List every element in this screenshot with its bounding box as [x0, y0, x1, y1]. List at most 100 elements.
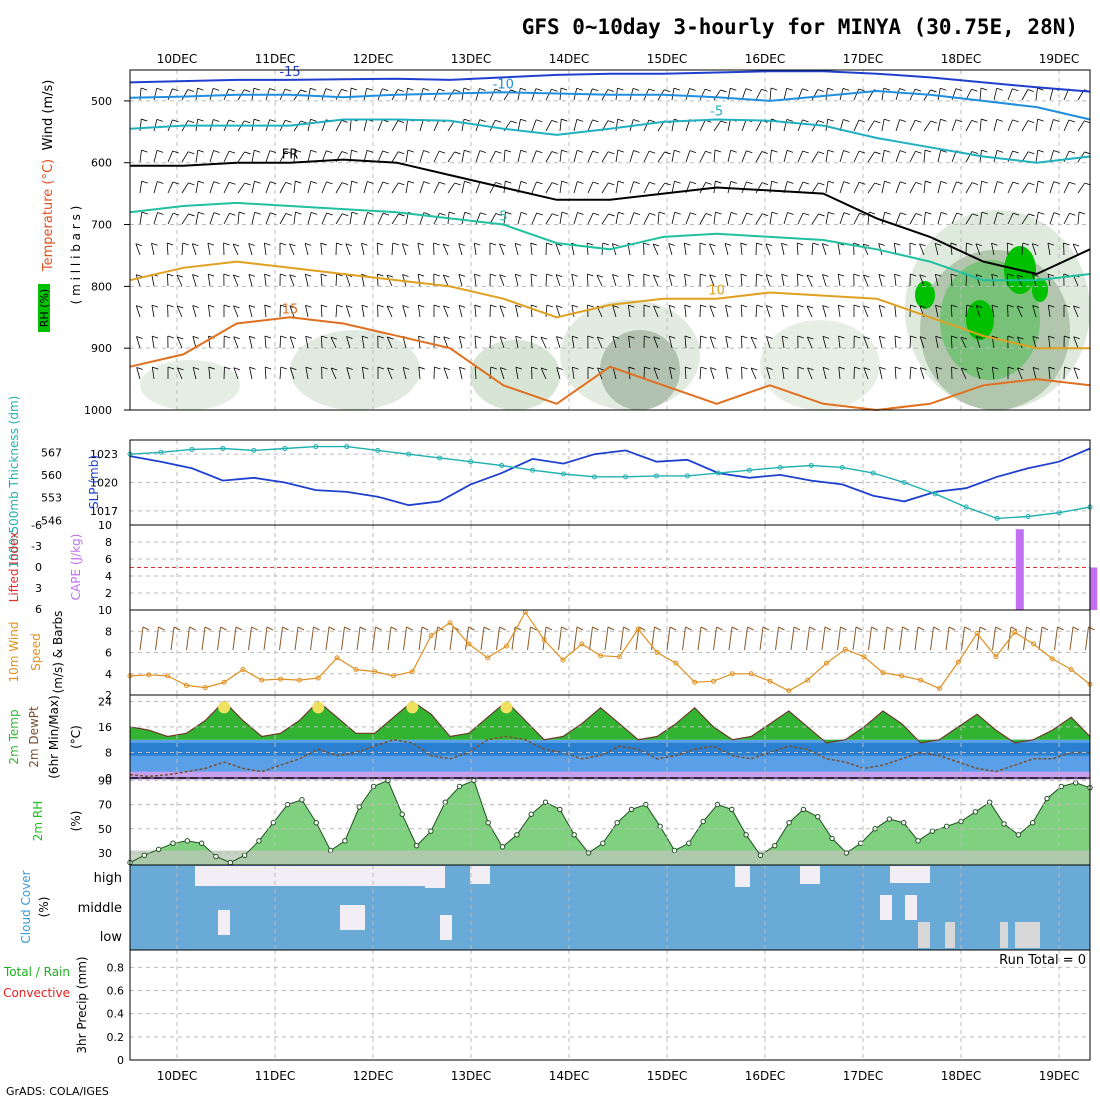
wind-barb: [1073, 367, 1081, 371]
wind-barb: [167, 150, 174, 163]
wind-barb: [783, 212, 788, 225]
wind-barb: [398, 151, 405, 155]
wind-barb: [223, 304, 231, 308]
rh-marker: [399, 811, 405, 817]
wind-barb: [951, 335, 958, 339]
wind-barb: [264, 304, 271, 308]
wind-barb: [935, 305, 939, 318]
wind-barb: [713, 150, 716, 163]
wind-barb: [825, 181, 829, 194]
wind-barb: [920, 367, 927, 370]
cape-axis-label: CAPE (J/kg): [69, 534, 83, 601]
wind-barb: [536, 150, 543, 154]
wind-barb-10m: [201, 626, 206, 651]
wind-barb: [597, 367, 604, 371]
wind-barb: [248, 274, 256, 277]
wind-barb: [996, 150, 1004, 153]
rh-shading: [140, 360, 240, 410]
wind-barb: [464, 180, 471, 184]
wind-barb: [458, 274, 463, 287]
wind-barb: [499, 274, 506, 278]
wind-barb-10m: [483, 626, 491, 631]
wind-barb: [1035, 150, 1039, 163]
wind-barb: [181, 243, 184, 256]
wind-barb: [479, 88, 486, 91]
wind-barb: [979, 181, 983, 194]
wind-barb: [546, 273, 553, 277]
wind-barb: [463, 118, 471, 122]
wind-barb: [536, 181, 543, 185]
wind-barb: [750, 336, 758, 340]
dewpoint-line: [129, 735, 1090, 778]
wind-barb: [535, 119, 543, 123]
cape-bar: [1015, 529, 1024, 610]
wind-barb: [935, 336, 939, 349]
wind-barb: [505, 211, 512, 215]
rh-marker: [213, 853, 219, 860]
wind-barb: [209, 88, 214, 101]
rh-marker: [557, 806, 563, 813]
wind-barb: [229, 181, 236, 185]
precip-tick-label: 0.4: [107, 1008, 125, 1021]
wind-barb: [503, 212, 506, 225]
wind-barb: [802, 181, 810, 185]
cloud-axis-label: Cloud Cover: [19, 870, 33, 943]
wind-speed-marker: [1068, 667, 1074, 672]
wind-barb-10m: [527, 626, 531, 651]
thickness-marker: [994, 515, 1000, 521]
thickness-tick-label: 546: [41, 514, 62, 527]
wind-barb: [812, 242, 819, 246]
wind-barb: [279, 182, 286, 194]
wind-barb: [559, 212, 563, 225]
wind-barb: [207, 273, 215, 277]
wind-barb: [423, 212, 431, 216]
wind-barb: [289, 367, 295, 380]
wind-barb: [766, 336, 773, 339]
wind-barb: [762, 213, 769, 217]
wind-barb: [937, 212, 942, 225]
contour-label: 5: [499, 210, 507, 225]
wind-barb-10m: [297, 626, 305, 631]
wind-barb: [837, 274, 841, 287]
wind-barb: [576, 150, 584, 153]
wind-barb: [652, 274, 659, 287]
contour-line: [129, 316, 1091, 412]
thickness-tick-label: 567: [41, 446, 62, 459]
wind-barb: [915, 213, 922, 216]
wind-barb: [321, 304, 328, 308]
wind-barb-10m: [235, 626, 243, 631]
wind-barb-10m: [775, 626, 779, 651]
wind-barb: [601, 182, 609, 194]
wind-barb-10m: [806, 626, 810, 651]
wind-barb-10m: [173, 626, 181, 631]
wind-barb-10m: [976, 626, 981, 651]
wind-barb: [304, 274, 309, 287]
wind-barb: [289, 243, 295, 256]
wind-barb: [233, 336, 240, 340]
wind-barb-10m: [731, 626, 739, 631]
wind-barb-10m: [356, 626, 361, 651]
wind-barb: [188, 213, 195, 217]
wind-barb: [1027, 89, 1034, 92]
wind-barb: [842, 88, 850, 91]
rh-marker: [241, 852, 248, 859]
wind-speed-marker: [880, 670, 886, 676]
wind-barb: [237, 212, 240, 225]
wind-barb: [937, 88, 941, 101]
wind-barb: [254, 211, 261, 215]
wind-barb: [330, 336, 337, 349]
rh-marker: [858, 840, 864, 846]
wind-barb: [232, 243, 239, 256]
wind-barb: [862, 243, 869, 256]
wind-barb: [797, 119, 803, 132]
wind-barb: [684, 305, 687, 318]
wind-barb: [208, 367, 211, 380]
wind-barb: [386, 305, 394, 309]
wind-barb: [750, 367, 758, 371]
wind-barb: [699, 182, 706, 194]
wind-barb: [320, 242, 327, 246]
wind-barb: [561, 180, 568, 184]
wind-barb: [153, 119, 158, 132]
wind-barb: [442, 243, 450, 247]
wind-barb: [295, 211, 302, 215]
